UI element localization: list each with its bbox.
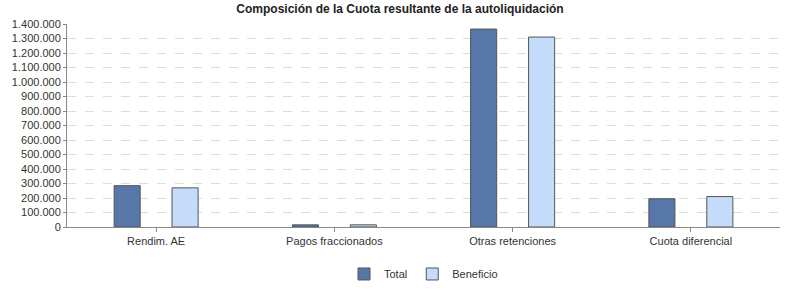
svg-text:Beneficio: Beneficio — [452, 268, 497, 280]
svg-text:Rendim. AE: Rendim. AE — [127, 235, 185, 247]
svg-text:Cuota diferencial: Cuota diferencial — [650, 235, 733, 247]
svg-text:1.100.000: 1.100.000 — [12, 61, 61, 73]
svg-text:400.000: 400.000 — [21, 163, 61, 175]
svg-text:Otras retenciones: Otras retenciones — [469, 235, 556, 247]
svg-text:Total: Total — [384, 268, 407, 280]
svg-text:700.000: 700.000 — [21, 119, 61, 131]
svg-text:200.000: 200.000 — [21, 192, 61, 204]
svg-text:1.400.000: 1.400.000 — [12, 18, 61, 30]
svg-text:1.000.000: 1.000.000 — [12, 76, 61, 88]
svg-text:100.000: 100.000 — [21, 206, 61, 218]
svg-text:0: 0 — [55, 221, 61, 233]
svg-text:Composición de la Cuota result: Composición de la Cuota resultante de la… — [236, 2, 563, 16]
svg-text:600.000: 600.000 — [21, 134, 61, 146]
svg-text:1.300.000: 1.300.000 — [12, 32, 61, 44]
svg-text:800.000: 800.000 — [21, 105, 61, 117]
svg-text:300.000: 300.000 — [21, 177, 61, 189]
svg-text:1.200.000: 1.200.000 — [12, 47, 61, 59]
svg-text:500.000: 500.000 — [21, 148, 61, 160]
svg-text:Pagos fraccionados: Pagos fraccionados — [286, 235, 383, 247]
svg-text:900.000: 900.000 — [21, 90, 61, 102]
